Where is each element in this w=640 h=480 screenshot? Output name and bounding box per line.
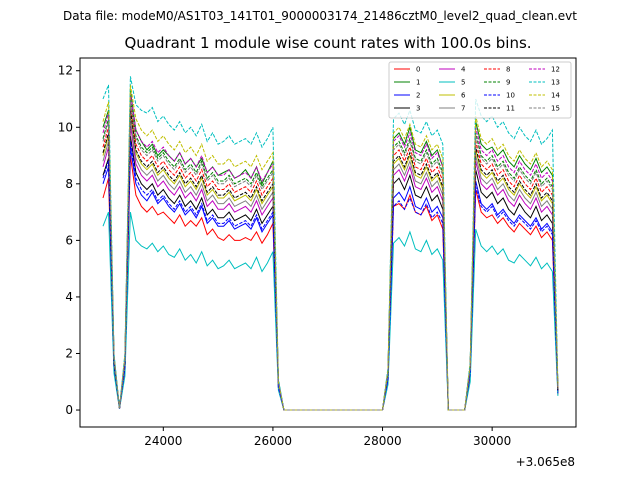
legend-label-6: 6 <box>461 92 466 100</box>
series-line-14 <box>102 84 559 411</box>
series-line-12 <box>102 93 559 411</box>
legend-label-11: 11 <box>506 105 515 113</box>
series-line-8 <box>102 104 559 411</box>
legend-label-4: 4 <box>461 66 466 74</box>
legend-label-7: 7 <box>461 105 465 113</box>
y-tick-label: 2 <box>65 346 73 360</box>
series-line-10 <box>102 141 559 411</box>
y-tick-label: 6 <box>65 233 73 247</box>
x-tick-label: 26000 <box>254 434 292 448</box>
legend-label-13: 13 <box>551 79 560 87</box>
x-tick-label: 28000 <box>363 434 401 448</box>
series-line-5 <box>102 211 559 411</box>
series-line-3 <box>102 135 559 411</box>
y-tick-label: 0 <box>65 403 73 417</box>
legend-label-3: 3 <box>416 105 420 113</box>
legend-label-12: 12 <box>551 66 560 74</box>
legend-frame <box>388 61 572 119</box>
legend-label-14: 14 <box>551 92 560 100</box>
plot-series <box>102 76 559 411</box>
axes-frame <box>79 57 577 428</box>
y-tick-label: 8 <box>65 177 73 191</box>
legend-label-10: 10 <box>506 92 515 100</box>
series-line-0 <box>102 155 559 411</box>
legend-label-5: 5 <box>461 79 465 87</box>
legend-label-1: 1 <box>416 79 420 87</box>
figure-suptitle: Data file: modeM0/AS1T03_141T01_90000031… <box>63 9 577 23</box>
series-line-9 <box>102 98 559 411</box>
series-line-1 <box>102 90 559 411</box>
legend-label-15: 15 <box>551 105 560 113</box>
series-line-7 <box>102 118 559 411</box>
y-tick-label: 12 <box>58 64 73 78</box>
chart-title: Quadrant 1 module wise count rates with … <box>124 34 531 52</box>
x-tick-label: 24000 <box>144 434 182 448</box>
series-line-15 <box>102 101 559 411</box>
x-axis: 24000 26000 28000 30000 <box>144 427 511 448</box>
y-tick-label: 10 <box>58 120 73 134</box>
legend-label-9: 9 <box>506 79 510 87</box>
legend-label-0: 0 <box>416 66 420 74</box>
y-tick-label: 4 <box>65 290 73 304</box>
y-axis: 0 2 4 6 8 10 12 <box>58 64 80 417</box>
x-tick-label: 30000 <box>473 434 511 448</box>
legend-label-2: 2 <box>416 92 420 100</box>
series-line-11 <box>102 110 559 411</box>
x-offset-text: +3.065e8 <box>516 455 575 469</box>
series-line-13 <box>102 76 559 411</box>
legend-label-8: 8 <box>506 66 510 74</box>
